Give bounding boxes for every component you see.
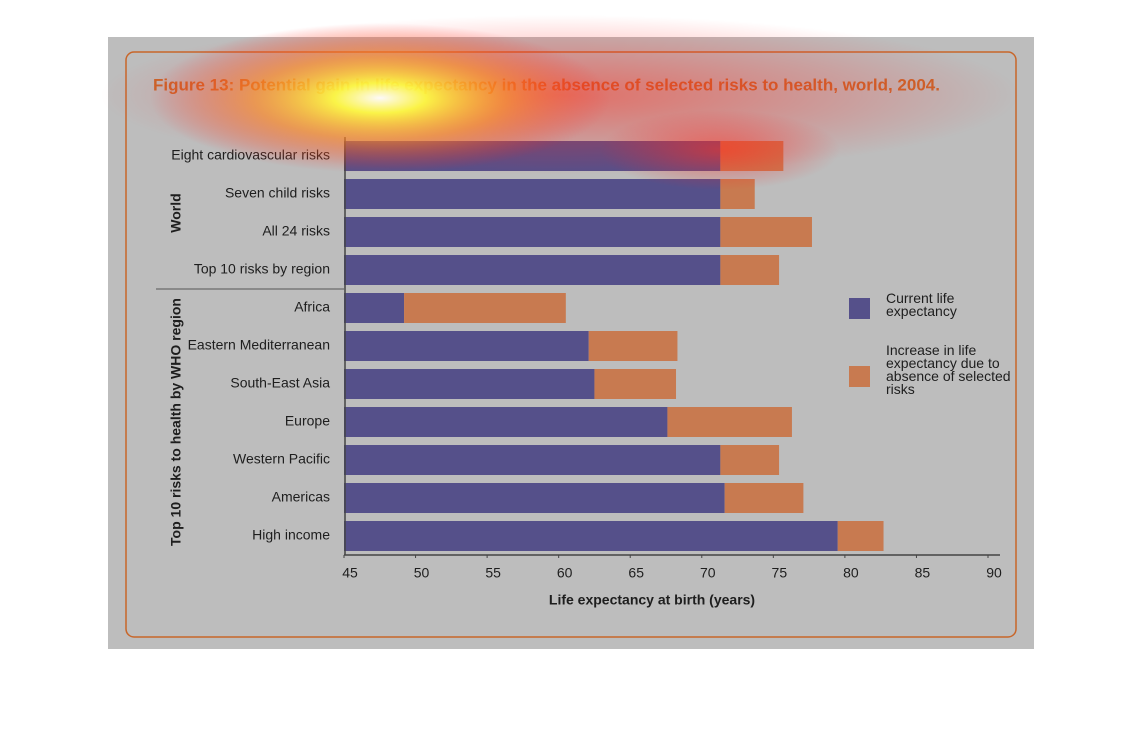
y-tick-label: Top 10 risks by region: [194, 261, 330, 277]
y-tick-label: Europe: [285, 413, 330, 429]
bar-segment: [344, 217, 721, 247]
bar-segment: [720, 217, 812, 247]
y-tick-label: Eastern Mediterranean: [188, 337, 330, 353]
x-axis-label: Life expectancy at birth (years): [549, 592, 755, 608]
bar-segment: [720, 255, 780, 285]
legend-label: Increase in life expectancy due to absen…: [886, 344, 1011, 397]
legend-entry: Increase in life expectancy due to absen…: [886, 344, 1011, 397]
x-tick-label: 90: [986, 565, 1002, 581]
y-tick-label: Americas: [272, 489, 330, 505]
x-tick-label: 50: [414, 565, 430, 581]
bar-segment: [724, 483, 804, 513]
bar-segment: [720, 445, 780, 475]
y-tick-label: Western Pacific: [233, 451, 330, 467]
x-tick-label: 55: [485, 565, 501, 581]
bar-segment: [594, 369, 677, 399]
y-tick-label: South-East Asia: [230, 375, 330, 391]
bar-segment: [588, 331, 678, 361]
bar-segment: [344, 179, 721, 209]
x-tick-label: 70: [700, 565, 716, 581]
y-tick-label: Africa: [294, 299, 330, 315]
bar-segment: [344, 369, 595, 399]
x-tick-label: 65: [628, 565, 644, 581]
bar-segment: [720, 179, 755, 209]
bar-segment: [344, 521, 838, 551]
bar-segment: [344, 255, 721, 285]
legend-entry: Current life expectancy: [886, 292, 957, 319]
legend-swatch: [849, 298, 870, 319]
legend-swatch: [849, 366, 870, 387]
x-tick-label: 80: [843, 565, 859, 581]
y-tick-label: All 24 risks: [262, 223, 330, 239]
x-tick-label: 75: [772, 565, 788, 581]
y-tick-label: Seven child risks: [225, 185, 330, 201]
bar-segment: [344, 445, 721, 475]
legend-label: Current life expectancy: [886, 292, 957, 319]
bar-segment: [344, 331, 589, 361]
bar-segment: [404, 293, 566, 323]
y-tick-label: Eight cardiovascular risks: [171, 147, 330, 163]
bar-segment: [667, 407, 792, 437]
y-tick-label: High income: [252, 527, 330, 543]
bar-segment: [344, 293, 405, 323]
x-tick-label: 85: [915, 565, 931, 581]
group-label: World: [168, 193, 184, 232]
bar-segment: [720, 141, 784, 171]
bar-segment: [837, 521, 884, 551]
x-tick-label: 60: [557, 565, 573, 581]
bar-segment: [344, 141, 721, 171]
group-label: Top 10 risks to health by WHO region: [168, 298, 184, 546]
bar-segment: [344, 483, 725, 513]
x-tick-label: 45: [342, 565, 358, 581]
bar-segment: [344, 407, 668, 437]
chart-title: Figure 13: Potential gain in life expect…: [153, 75, 940, 94]
